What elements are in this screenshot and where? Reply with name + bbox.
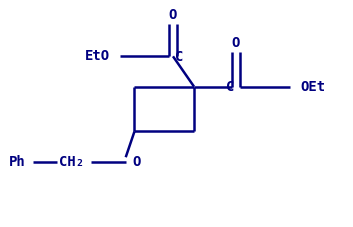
Text: C: C [226, 80, 234, 94]
Text: O: O [132, 155, 140, 169]
Text: O: O [169, 8, 177, 22]
Text: OEt: OEt [300, 80, 326, 94]
Text: C: C [175, 50, 184, 64]
Text: CH₂: CH₂ [59, 155, 84, 169]
Text: EtO: EtO [85, 49, 110, 63]
Text: Ph: Ph [9, 155, 25, 169]
Text: O: O [232, 36, 240, 50]
